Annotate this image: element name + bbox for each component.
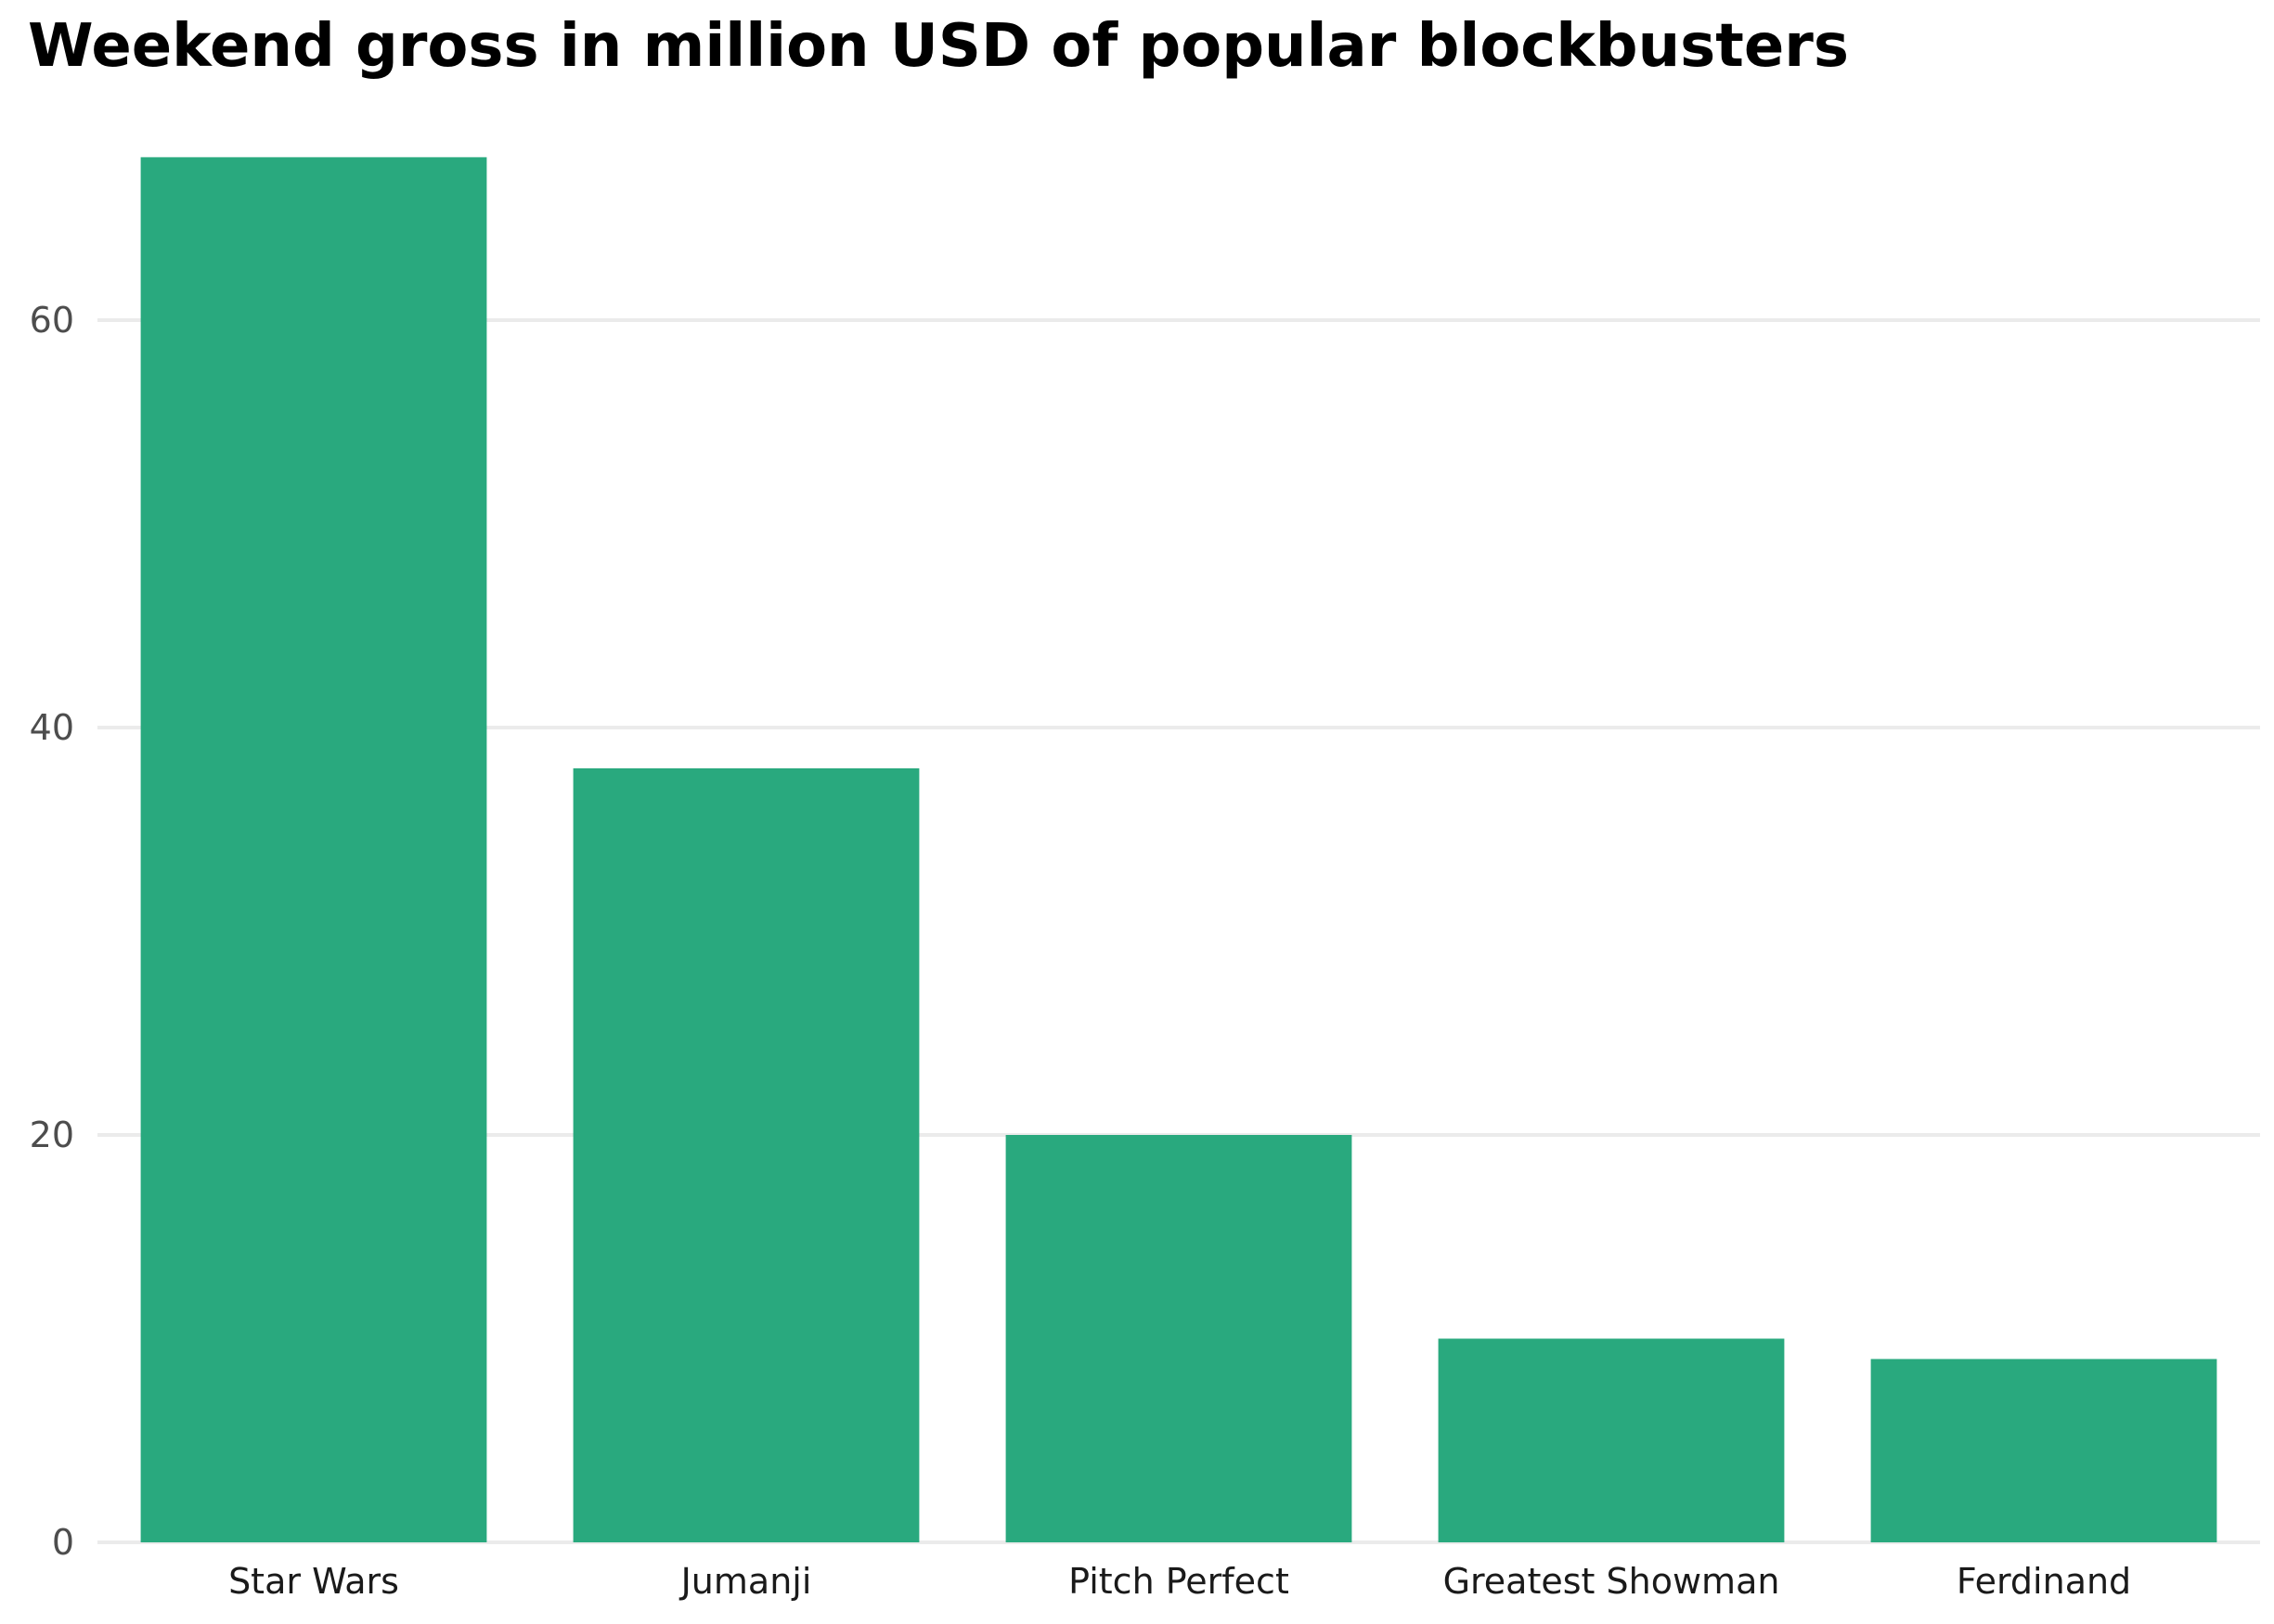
bars xyxy=(140,157,2217,1542)
bar-jumanji xyxy=(573,767,920,1542)
x-tick-label: Greatest Showman xyxy=(1443,1561,1780,1602)
x-tick-label: Pitch Perfect xyxy=(1068,1561,1289,1602)
y-tick-label: 40 xyxy=(30,707,74,748)
y-tick-label: 20 xyxy=(30,1115,74,1155)
y-tick-label: 60 xyxy=(30,300,74,341)
chart-title: Weekend gross in million USD of popular … xyxy=(28,12,1849,81)
x-tick-label: Star Wars xyxy=(228,1561,399,1602)
bar-greatest-showman xyxy=(1438,1338,1785,1542)
bar-pitch-perfect xyxy=(1005,1135,1352,1542)
y-axis-ticks: 0 20 40 60 xyxy=(30,300,74,1563)
x-tick-label: Jumanji xyxy=(679,1561,812,1602)
y-tick-label: 0 xyxy=(52,1522,74,1563)
bar-ferdinand xyxy=(1870,1359,2217,1542)
bar-star-wars xyxy=(140,157,487,1542)
x-tick-label: Ferdinand xyxy=(1957,1561,2131,1602)
x-axis-ticks: Star Wars Jumanji Pitch Perfect Greatest Sh… xyxy=(228,1561,2131,1602)
